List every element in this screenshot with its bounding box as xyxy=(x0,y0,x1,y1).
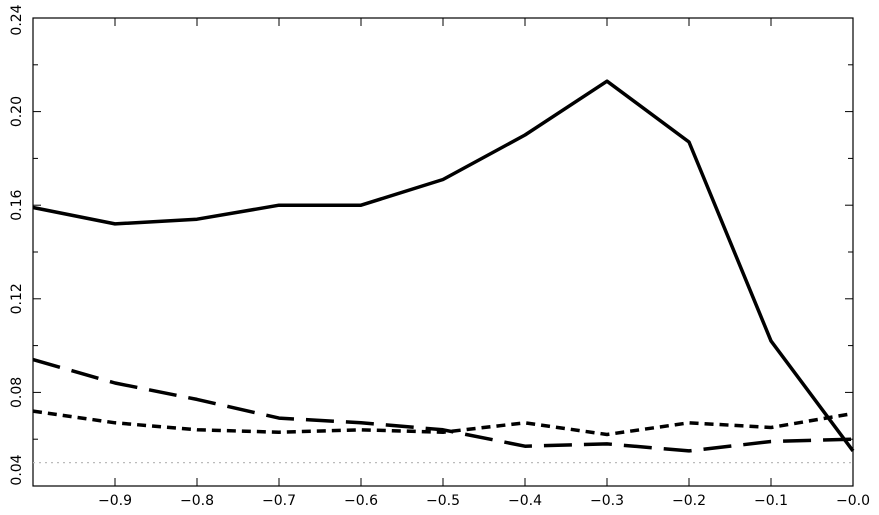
series-layer xyxy=(32,79,855,464)
y-tick-label: 0.08 xyxy=(9,377,25,408)
y-tick-label: 0.20 xyxy=(9,96,25,127)
x-tick-label: −0.3 xyxy=(590,493,624,509)
x-tick-label: −0.1 xyxy=(754,493,788,509)
x-tick-label: −0.7 xyxy=(262,493,296,509)
y-tick-label: 0.04 xyxy=(9,454,25,485)
series-line-long-dash xyxy=(32,357,854,453)
y-axis: 0.04 0.08 0.12 0.16 0.20 0.24 xyxy=(9,4,853,487)
series-line-short-dash xyxy=(32,409,854,437)
y-tick-label: 0.12 xyxy=(9,283,25,314)
x-tick-label: −0.9 xyxy=(98,493,132,509)
x-tick-label: −0.4 xyxy=(508,493,542,509)
x-tick-label: −0.5 xyxy=(426,493,460,509)
plot-frame xyxy=(32,17,854,487)
minor-ticks xyxy=(33,64,853,440)
series-line-solid xyxy=(32,79,855,452)
y-tick-label: 0.24 xyxy=(9,4,25,35)
x-tick-label: −0.6 xyxy=(344,493,378,509)
x-axis: −0.9 −0.8 −0.7 −0.6 −0.5 −0.4 −0.3 −0.2 −0.1 −0.0 xyxy=(98,18,870,509)
y-tick-label: 0.16 xyxy=(9,190,25,221)
x-tick-label: −0.8 xyxy=(180,493,214,509)
x-tick-label: −0.2 xyxy=(672,493,706,509)
x-tick-label: −0.0 xyxy=(836,493,870,509)
